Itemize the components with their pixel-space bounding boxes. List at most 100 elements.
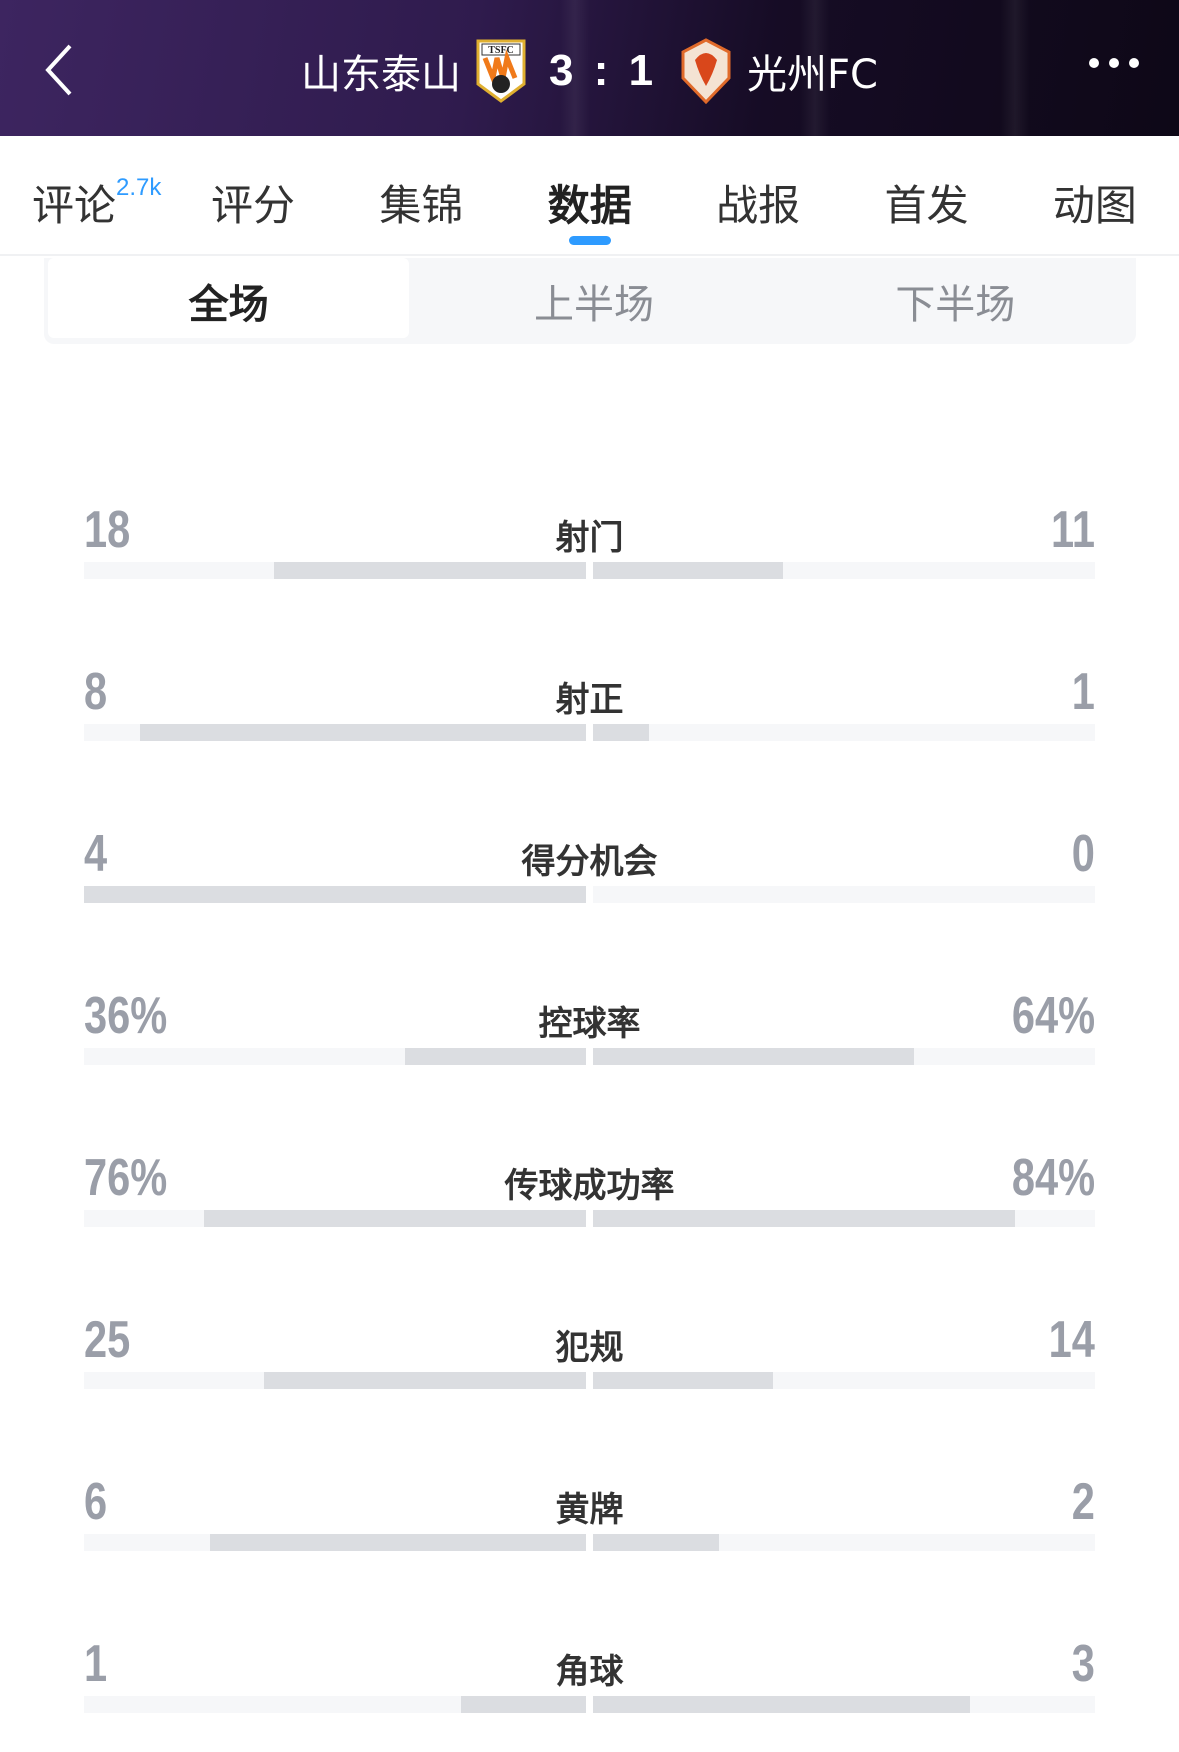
stat-label: 角球 xyxy=(555,1652,624,1692)
home-bar-track xyxy=(84,1372,586,1389)
home-value: 6 xyxy=(84,1473,108,1531)
score: 3 : 1 xyxy=(549,46,658,95)
match-summary: 山东泰山 TSFC 3 : 1 光州FC xyxy=(0,38,1179,104)
away-value: 1 xyxy=(1071,663,1095,721)
home-value: 8 xyxy=(84,663,108,721)
away-value: 3 xyxy=(1071,1635,1095,1693)
home-bar-track xyxy=(84,562,586,579)
away-team-crest-icon xyxy=(681,38,731,104)
away-bar-fill xyxy=(593,562,784,579)
away-bar-fill xyxy=(593,1534,719,1551)
home-bar-fill xyxy=(204,1210,586,1227)
away-value: 14 xyxy=(1048,1311,1095,1369)
away-bar-track xyxy=(593,1696,1095,1713)
home-bar-fill xyxy=(209,1534,586,1551)
tab-0[interactable]: 评论 2.7k xyxy=(0,136,169,254)
home-value: 76% xyxy=(84,1149,168,1207)
stat-label: 黄牌 xyxy=(555,1490,624,1530)
tab-6[interactable]: 动图 xyxy=(1011,136,1179,254)
stat-label: 控球率 xyxy=(538,1004,641,1044)
back-button[interactable] xyxy=(40,40,80,100)
period-tab-1[interactable]: 上半场 xyxy=(533,282,654,328)
stat-row: 25 犯规 14 xyxy=(84,1310,1095,1410)
curtain-decoration xyxy=(560,0,590,136)
away-bar-fill xyxy=(593,1048,915,1065)
tab-5[interactable]: 首发 xyxy=(842,136,1010,254)
dot xyxy=(1129,58,1139,68)
stat-label: 射门 xyxy=(555,518,624,558)
away-value: 84% xyxy=(1011,1149,1095,1207)
home-value: 4 xyxy=(84,825,108,883)
comment-count-badge: 2.7k xyxy=(116,174,162,201)
home-value: 18 xyxy=(84,501,131,559)
stat-row: 4 得分机会 0 xyxy=(84,824,1095,924)
home-bar-track xyxy=(84,886,586,903)
home-bar-fill xyxy=(264,1372,586,1389)
away-bar-fill xyxy=(593,724,649,741)
stat-label: 得分机会 xyxy=(521,842,658,882)
away-bar-track xyxy=(593,1372,1095,1389)
home-team-name: 山东泰山 xyxy=(301,52,461,98)
stat-row: 36% 控球率 64% xyxy=(84,986,1095,1086)
away-bar-fill xyxy=(593,1372,774,1389)
home-value: 36% xyxy=(84,987,168,1045)
dot xyxy=(1109,58,1119,68)
dot xyxy=(1089,58,1099,68)
home-value: 1 xyxy=(84,1635,108,1693)
stat-row: 8 射正 1 xyxy=(84,662,1095,762)
away-bar-fill xyxy=(593,1696,970,1713)
home-bar-fill xyxy=(274,562,586,579)
stat-label: 传球成功率 xyxy=(504,1166,675,1206)
tab-label: 数据 xyxy=(547,181,632,230)
away-bar-track xyxy=(593,1534,1095,1551)
tab-1[interactable]: 评分 xyxy=(169,136,337,254)
home-bar-track xyxy=(84,724,586,741)
stat-row: 6 黄牌 2 xyxy=(84,1472,1095,1572)
tab-label: 首发 xyxy=(884,181,969,230)
home-bar-fill xyxy=(84,886,586,903)
away-bar-track xyxy=(593,1210,1095,1227)
away-bar-fill xyxy=(593,1210,1015,1227)
away-bar-track xyxy=(593,1048,1095,1065)
away-value: 64% xyxy=(1011,987,1095,1045)
home-bar-track xyxy=(84,1534,586,1551)
tab-4[interactable]: 战报 xyxy=(674,136,842,254)
home-bar-track xyxy=(84,1210,586,1227)
home-crest-text: TSFC xyxy=(488,45,514,56)
tab-2[interactable]: 集锦 xyxy=(337,136,505,254)
home-bar-track xyxy=(84,1048,586,1065)
home-value: 25 xyxy=(84,1311,131,1369)
tab-label: 评分 xyxy=(211,181,296,230)
stat-label: 犯规 xyxy=(555,1328,624,1368)
tab-label: 集锦 xyxy=(379,181,464,230)
match-header: 山东泰山 TSFC 3 : 1 光州FC xyxy=(0,0,1179,136)
curtain-decoration xyxy=(1000,0,1030,136)
home-bar-track xyxy=(84,1696,586,1713)
stat-label: 射正 xyxy=(555,680,624,720)
stat-row: 18 射门 11 xyxy=(84,500,1095,600)
stat-row: 76% 传球成功率 84% xyxy=(84,1148,1095,1248)
tab-label: 战报 xyxy=(716,181,801,230)
more-button[interactable] xyxy=(1089,58,1139,68)
tab-label: 评论 xyxy=(32,181,117,230)
away-bar-track xyxy=(593,724,1095,741)
period-tab-0[interactable]: 全场 xyxy=(48,258,410,338)
away-bar-track xyxy=(593,886,1095,903)
away-bar-track xyxy=(593,562,1095,579)
active-tab-indicator xyxy=(568,236,611,245)
home-bar-fill xyxy=(139,724,586,741)
chevron-left-icon xyxy=(45,44,72,96)
away-team-name: 光州FC xyxy=(747,52,878,98)
period-tab-2[interactable]: 下半场 xyxy=(895,282,1016,328)
away-value: 2 xyxy=(1071,1473,1095,1531)
period-selector: 全场 上半场 下半场 xyxy=(44,258,1136,344)
curtain-decoration xyxy=(800,0,830,136)
tab-bar: 评论 2.7k 评分 集锦 数据 战报 首发 动图 xyxy=(0,136,1179,256)
tab-label: 动图 xyxy=(1052,181,1137,230)
home-bar-fill xyxy=(405,1048,586,1065)
home-bar-fill xyxy=(460,1696,586,1713)
tab-3[interactable]: 数据 xyxy=(506,136,674,254)
stat-row: 1 角球 3 xyxy=(84,1634,1095,1734)
away-value: 11 xyxy=(1051,501,1095,559)
away-value: 0 xyxy=(1071,825,1095,883)
